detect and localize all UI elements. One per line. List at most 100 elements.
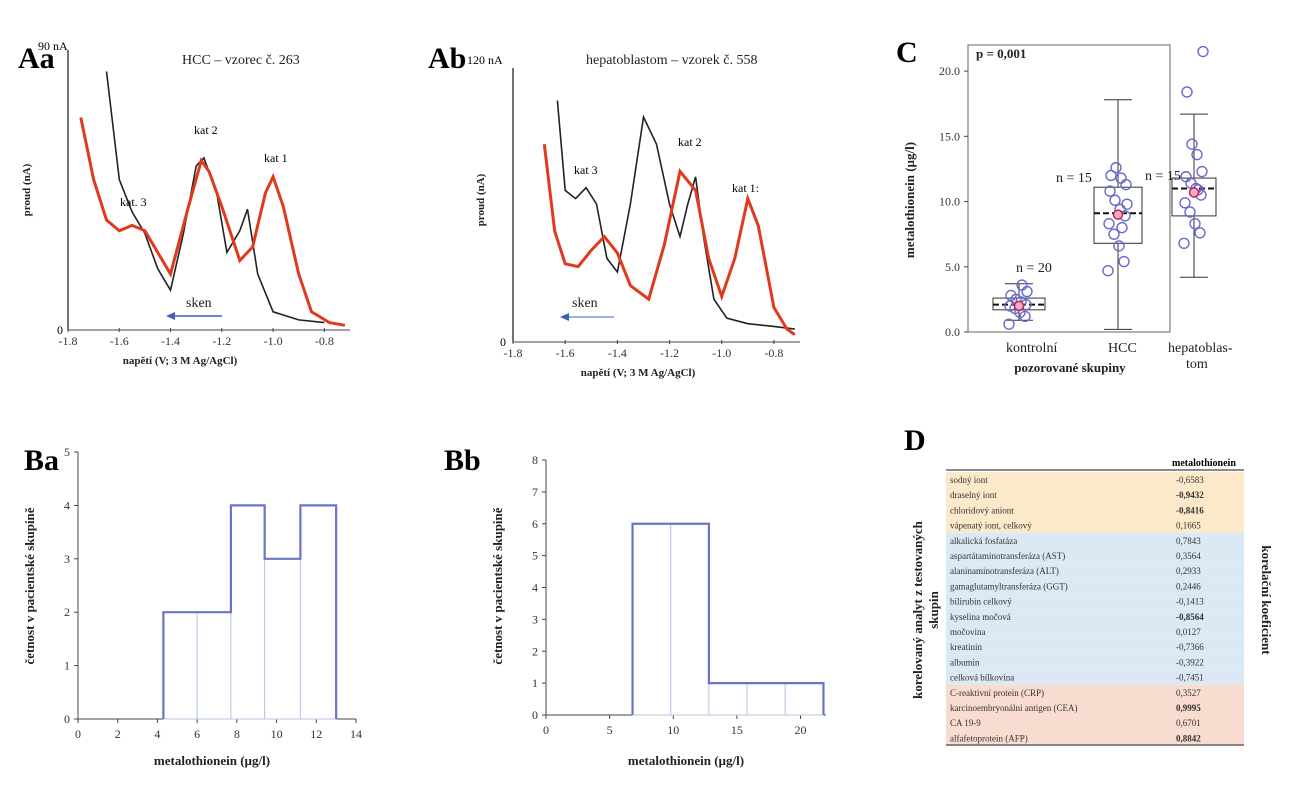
c-mean-1 xyxy=(1112,209,1124,220)
bb-ytick-label-3: 3 xyxy=(532,612,538,626)
ba-ytick-label-4: 4 xyxy=(64,498,70,512)
d-row-bg-12 xyxy=(946,654,1244,670)
panel-aa-scan-label: sken xyxy=(186,296,212,311)
c-mean-2 xyxy=(1188,187,1200,198)
c-point-2-3 xyxy=(1184,206,1196,218)
d-row-value-10: 0,0127 xyxy=(1176,627,1201,637)
c-ytick-label-3: 15.0 xyxy=(939,129,960,143)
panel-d-letter: D xyxy=(904,424,926,457)
c-point-2-10 xyxy=(1191,148,1203,161)
panel-c: C p = 0,001 metalothionein (µg/l) 0.0 5.0… xyxy=(896,36,1233,375)
panel-ab: Ab 120 nA hepatoblastom – vzorek č. 558 … xyxy=(428,42,800,379)
aa-series-1 xyxy=(79,117,346,327)
d-row-bg-16 xyxy=(946,715,1244,731)
d-row-value-4: 0,7843 xyxy=(1176,536,1201,546)
aa-xtick-label-5: -0.8 xyxy=(315,334,334,348)
panel-c-group-control: kontrolní xyxy=(1006,341,1057,356)
c-point-2-12 xyxy=(1181,86,1193,98)
panel-bb-ticks: 0 5 10 15 20 0 1 2 3 4 5 6 7 8 xyxy=(532,453,807,737)
c-point-1-14 xyxy=(1116,221,1128,234)
c-ytick-label-0: 0.0 xyxy=(945,325,960,339)
c-point-2-0 xyxy=(1178,237,1190,249)
d-row-label-2: chloridový aniont xyxy=(950,505,1014,515)
d-row-value-14: 0,3527 xyxy=(1176,688,1201,698)
panel-ba-xlabel: metalothionein (µg/l) xyxy=(154,753,270,768)
panel-aa-ylabel: proud (nA) xyxy=(21,163,33,216)
ba-xtick-label-6: 12 xyxy=(310,727,322,741)
bb-bar-2 xyxy=(708,682,748,716)
d-row-label-12: albumin xyxy=(950,657,980,667)
ba-xtick-label-2: 4 xyxy=(154,727,160,741)
d-row-bg-2 xyxy=(946,502,1244,518)
panel-ba-ylabel: četnost v pacientské skupině xyxy=(22,507,37,664)
d-row-bg-9 xyxy=(946,608,1244,624)
bb-bar-0 xyxy=(632,523,672,716)
d-row-value-3: 0,1665 xyxy=(1176,521,1201,531)
panel-ab-peak-3: kat 3 xyxy=(574,163,598,177)
panel-ab-ylabel: proud (nA) xyxy=(475,173,487,226)
panel-aa-xlabel: napětí (V; 3 M Ag/AgCl) xyxy=(123,355,238,367)
panel-ab-curves xyxy=(542,100,796,336)
c-point-2-1 xyxy=(1194,227,1206,239)
c-point-1-12 xyxy=(1105,169,1117,182)
panel-ab-peak-2: kat 2 xyxy=(678,135,702,149)
c-point-2-13 xyxy=(1197,45,1209,58)
c-point-1-13 xyxy=(1121,198,1133,210)
d-row-label-10: močovina xyxy=(950,627,986,637)
aa-xtick-label-1: -1.6 xyxy=(110,334,129,348)
panel-ab-letter: Ab xyxy=(428,42,466,75)
panel-aa-title: HCC – vzorec č. 263 xyxy=(182,53,300,68)
d-row-value-7: 0,2446 xyxy=(1176,581,1201,591)
c-point-2-4 xyxy=(1179,197,1191,209)
bb-xtick-label-0: 0 xyxy=(543,723,549,737)
panel-aa-ticks: -1.8 -1.6 -1.4 -1.2 -1.0 -0.8 xyxy=(59,328,334,348)
ba-xtick-label-5: 10 xyxy=(271,727,283,741)
panel-c-group-hb-2: tom xyxy=(1186,357,1208,372)
bb-ytick-label-7: 7 xyxy=(532,485,538,499)
c-point-1-3 xyxy=(1108,228,1120,240)
ba-bar-0 xyxy=(162,611,198,720)
d-row-bg-4 xyxy=(946,532,1244,548)
aa-xtick-label-3: -1.2 xyxy=(212,334,231,348)
panel-aa-peak-1: kat 1 xyxy=(264,151,288,165)
ab-xtick-label-2: -1.4 xyxy=(608,346,627,360)
c-point-0-8 xyxy=(1005,289,1017,302)
panel-bb: Bb četnost v pacientské skupině metaloth… xyxy=(444,444,826,768)
panel-c-ylabel: metalothionein (µg/l) xyxy=(902,142,917,258)
panel-d-left-label-2: skupin xyxy=(926,590,941,628)
bb-xtick-label-1: 5 xyxy=(607,723,613,737)
panel-ba-letter: Ba xyxy=(24,444,59,477)
d-row-label-1: draselný iont xyxy=(950,490,997,500)
ba-ytick-label-1: 1 xyxy=(64,659,70,673)
c-point-2-8 xyxy=(1180,171,1192,183)
panel-bb-letter: Bb xyxy=(444,444,481,477)
d-row-bg-0 xyxy=(946,472,1244,488)
ab-xtick-label-4: -1.0 xyxy=(712,346,731,360)
d-row-bg-11 xyxy=(946,639,1244,655)
d-row-label-0: sodný iont xyxy=(950,475,988,485)
d-row-label-14: C-reaktivní protein (CRP) xyxy=(950,688,1044,698)
panel-aa-scale: 90 nA xyxy=(38,39,68,53)
c-point-2-9 xyxy=(1196,165,1208,178)
c-point-1-4 xyxy=(1103,218,1115,230)
d-row-value-2: -0,8416 xyxy=(1176,505,1204,515)
panel-c-group-hb-1: hepatoblas- xyxy=(1168,341,1233,356)
ba-bar-2 xyxy=(230,504,266,720)
panel-ba: Ba četnost v pacientské skupině metaloth… xyxy=(22,444,362,768)
c-point-1-7 xyxy=(1109,194,1121,206)
panel-d-column-header: metalothionein xyxy=(1172,458,1236,469)
c-point-0-0 xyxy=(1003,318,1015,330)
c-point-0-9 xyxy=(1021,285,1033,298)
d-row-bg-1 xyxy=(946,487,1244,503)
ab-xtick-label-0: -1.8 xyxy=(504,346,523,360)
d-row-label-17: alfafetoprotein (AFP) xyxy=(950,733,1028,743)
ba-xtick-label-3: 6 xyxy=(194,727,200,741)
ba-bar-1 xyxy=(196,611,232,720)
panel-aa-peak-3: kat. 3 xyxy=(120,195,147,209)
d-row-bg-10 xyxy=(946,624,1244,640)
d-row-label-5: aspartátaminotransferáza (AST) xyxy=(950,551,1065,561)
d-row-label-8: bilirubin celkový xyxy=(950,597,1012,607)
panel-c-letter: C xyxy=(896,36,918,69)
c-point-1-2 xyxy=(1113,240,1125,252)
d-row-label-11: kreatinin xyxy=(950,642,982,652)
